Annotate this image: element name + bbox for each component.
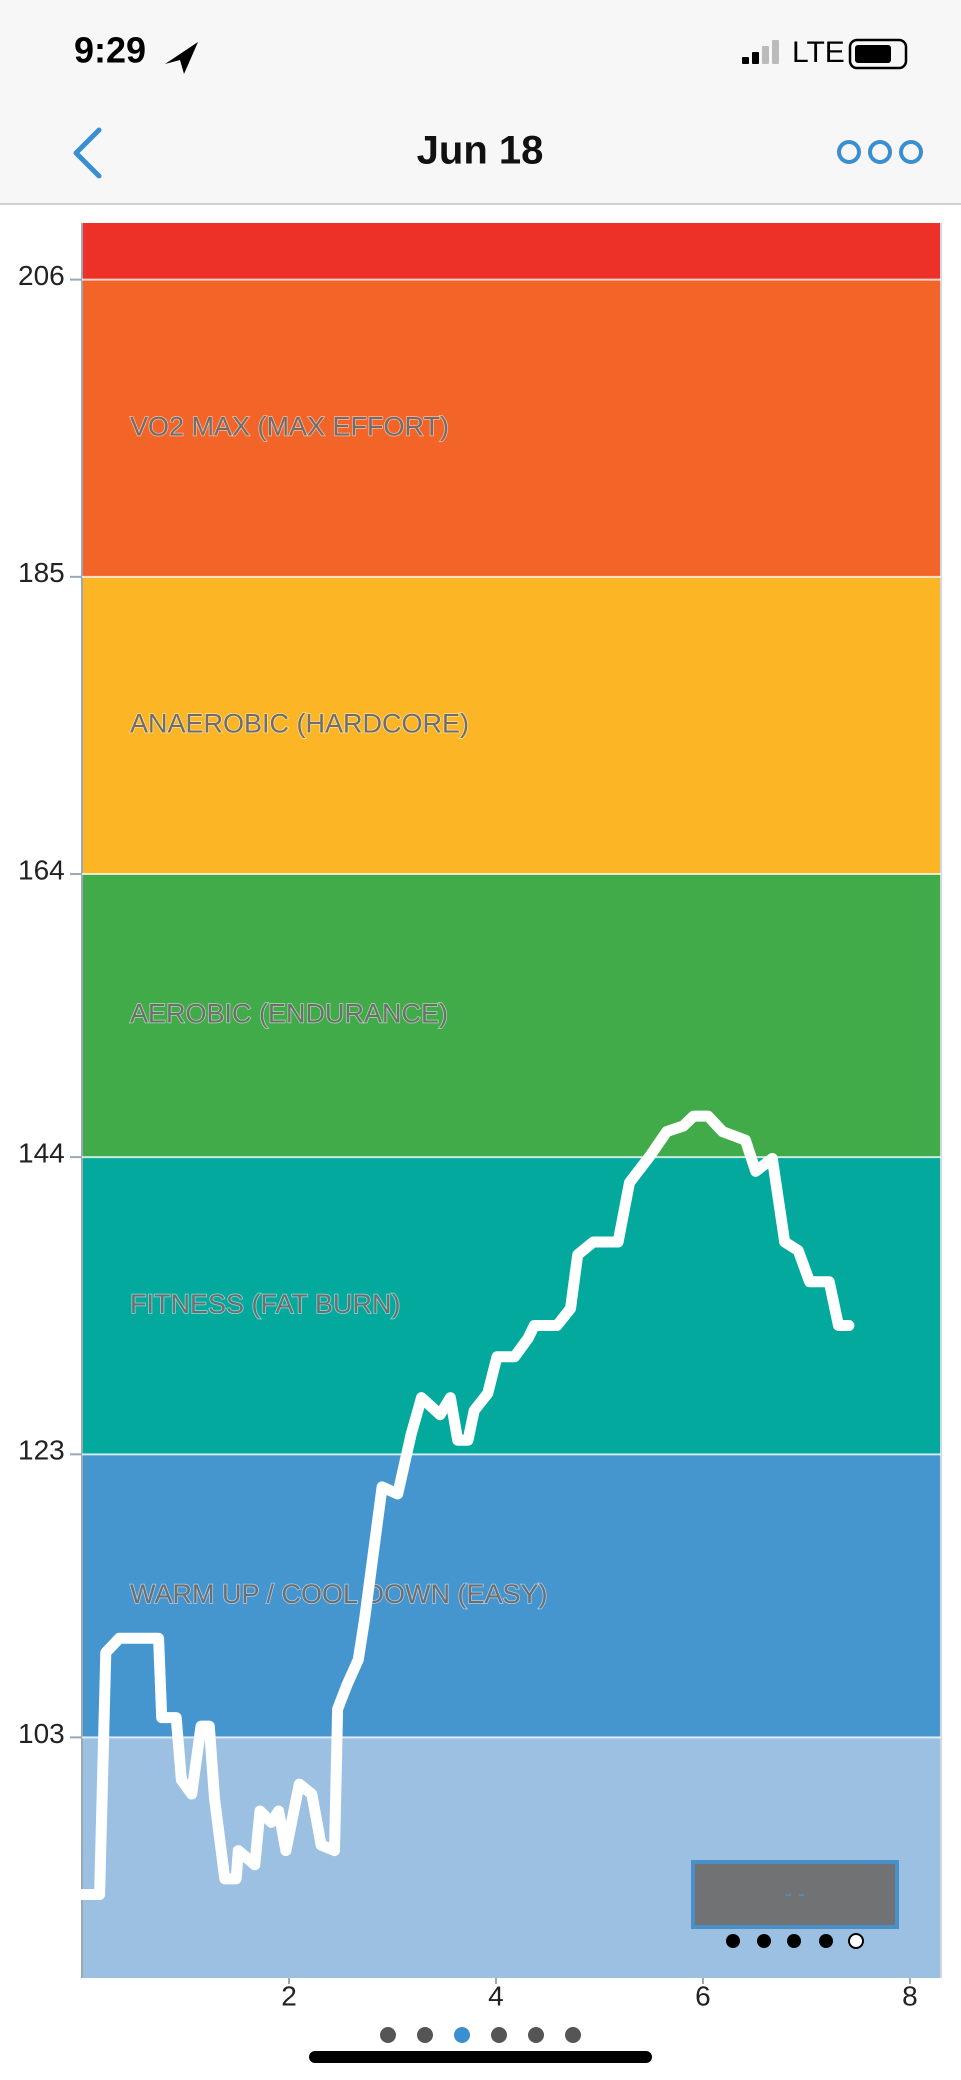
home-indicator [309, 2051, 652, 2063]
y-tick-label: 123 [18, 1435, 65, 1466]
zone-band [82, 279, 941, 577]
y-tick-label: 185 [18, 557, 65, 588]
inset-dot [848, 1933, 864, 1949]
more-button[interactable] [837, 140, 923, 164]
x-tick-label: 6 [695, 1980, 711, 2011]
zone-band [82, 223, 941, 280]
y-tick-label: 103 [18, 1718, 65, 1749]
back-button[interactable] [73, 127, 102, 179]
zone-label: WARM UP / COOL DOWN (EASY) [130, 1579, 548, 1609]
location-icon [165, 42, 198, 74]
zone-label: ANAEROBIC (HARDCORE) [130, 709, 469, 739]
zone-band [82, 874, 941, 1158]
x-tick-label: 4 [488, 1980, 504, 2011]
x-tick-label: 8 [902, 1980, 918, 2011]
top-bar [0, 0, 961, 204]
zone-band [82, 1157, 941, 1455]
zone-label: FITNESS (FAT BURN) [130, 1289, 401, 1319]
inset-dot [757, 1934, 771, 1948]
signal-icon [742, 40, 779, 64]
plot: WARM UP / COOL DOWN (EASY) FITNESS (FAT B… [18, 223, 942, 2011]
zone-band [82, 1454, 941, 1738]
zone-band [82, 576, 941, 875]
inset-dot [787, 1934, 801, 1948]
inset-text: - - [785, 1881, 806, 1906]
inset-dot [819, 1934, 833, 1948]
heart-rate-line [76, 1110, 855, 1900]
battery-level [855, 45, 891, 63]
zone-label: AEROBIC (ENDURANCE) [130, 999, 448, 1029]
inset-dot [726, 1934, 740, 1948]
network-label: LTE [792, 36, 845, 69]
battery-icon [848, 38, 908, 70]
inset-box [691, 1860, 899, 1929]
x-tick-label: 2 [281, 1980, 297, 2011]
page-indicator [380, 2027, 581, 2043]
y-tick-label: 206 [18, 260, 65, 291]
zone-label: VO2 MAX (MAX EFFORT) [130, 411, 449, 441]
status-time: 9:29 [74, 30, 146, 71]
header-title: Jun 18 [417, 129, 544, 173]
y-tick-label: 164 [18, 854, 65, 885]
y-tick-label: 144 [18, 1138, 65, 1169]
